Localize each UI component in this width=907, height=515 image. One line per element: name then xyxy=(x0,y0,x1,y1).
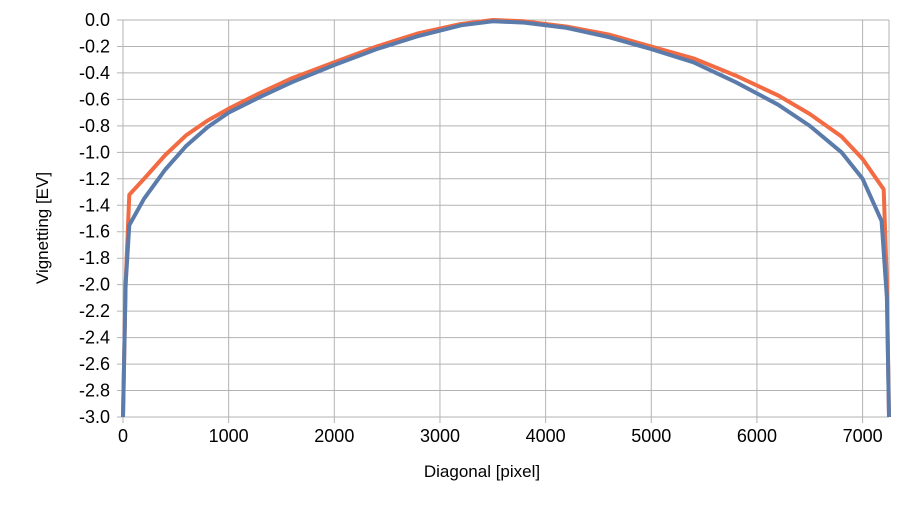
y-tick-label: -2.8 xyxy=(79,381,110,401)
y-tick-label: -2.6 xyxy=(79,354,110,374)
y-tick-label: -1.0 xyxy=(79,142,110,162)
x-tick-label: 4000 xyxy=(526,426,566,446)
y-tick-label: -2.0 xyxy=(79,275,110,295)
series-lines xyxy=(121,18,891,418)
gridlines xyxy=(117,19,890,423)
y-tick-label: -2.2 xyxy=(79,301,110,321)
tick-labels: 0.0 -0.2 -0.4 -0.6 -0.8 -1.0 -1.2 -1.4 -1.6 -1.8 -… xyxy=(79,10,883,446)
x-axis-title: Diagonal [pixel] xyxy=(424,462,540,481)
y-tick-label: -1.2 xyxy=(79,169,110,189)
y-tick-label: -1.8 xyxy=(79,248,110,268)
y-tick-label: -3.0 xyxy=(79,407,110,427)
y-tick-label: -1.4 xyxy=(79,195,110,215)
y-axis-title: Vignetting [EV] xyxy=(33,172,52,284)
x-tick-label: 0 xyxy=(118,426,128,446)
y-tick-label: -2.4 xyxy=(79,328,110,348)
y-tick-label: -1.6 xyxy=(79,222,110,242)
series-line-1 xyxy=(121,18,891,418)
y-tick-label: -0.4 xyxy=(79,63,110,83)
x-tick-label: 3000 xyxy=(420,426,460,446)
x-tick-label: 2000 xyxy=(314,426,354,446)
y-tick-label: -0.2 xyxy=(79,36,110,56)
y-tick-label: -0.8 xyxy=(79,116,110,136)
x-tick-label: 5000 xyxy=(631,426,671,446)
y-tick-label: 0.0 xyxy=(85,10,110,30)
series-line-2 xyxy=(121,19,891,418)
x-tick-label: 7000 xyxy=(843,426,883,446)
x-tick-label: 1000 xyxy=(209,426,249,446)
x-tick-label: 6000 xyxy=(737,426,777,446)
y-tick-label: -0.6 xyxy=(79,89,110,109)
